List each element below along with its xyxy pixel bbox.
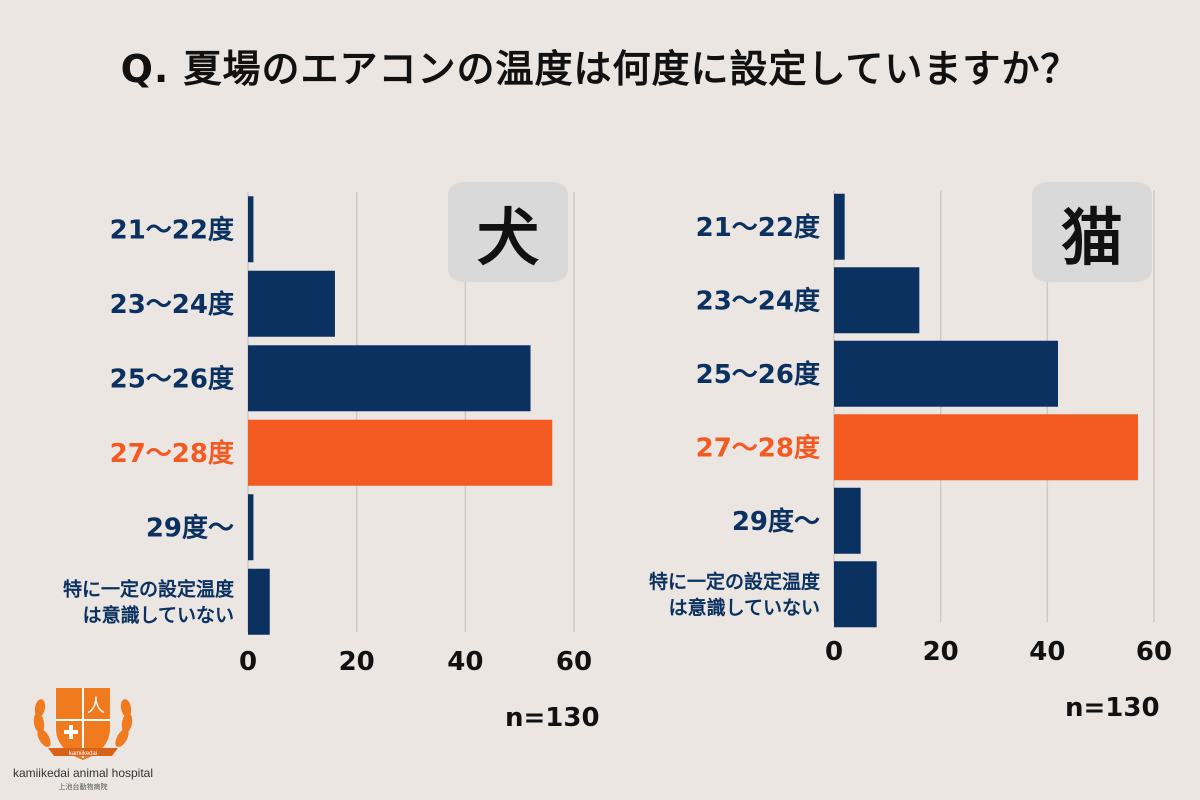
bar (248, 270, 335, 337)
bar (834, 193, 845, 260)
hospital-logo: 人 kamiikedai kamiikedai animal hospital … (8, 678, 158, 796)
sample-size-label-cat: n=130 (1065, 693, 1160, 723)
x-tick-label: 0 (239, 647, 257, 677)
category-label: 29度〜 (146, 512, 234, 543)
cat-badge: 猫 (1032, 182, 1152, 282)
bar (834, 414, 1138, 481)
bar (248, 494, 254, 561)
bar (248, 568, 270, 635)
category-label: は意識していない (83, 603, 234, 626)
category-label: 23〜24度 (696, 285, 820, 316)
logo-initials: 人 (87, 696, 105, 717)
category-label: 27〜28度 (110, 438, 234, 469)
cat-panel: 21〜22度 23〜24度 25〜26度 27〜28度 29度〜特に一定の設定温度は意識… (649, 190, 1172, 667)
page-title: Q. 夏場のエアコンの温度は何度に設定していますか？ (120, 47, 1080, 91)
x-tick-label: 40 (1029, 637, 1065, 667)
category-label: 23〜24度 (110, 289, 234, 320)
sample-size-label-dog: n=130 (505, 703, 600, 733)
hospital-name: kamiikedai animal hospital (12, 766, 154, 780)
bar (248, 419, 553, 486)
x-tick-label: 0 (825, 637, 843, 667)
x-tick-label: 60 (1136, 637, 1172, 667)
hospital-name-ja: 上池台動物病院 (58, 783, 108, 791)
bar (834, 487, 861, 554)
category-label: 特に一定の設定温度 (63, 577, 235, 600)
x-tick-label: 60 (556, 647, 592, 677)
logo-ribbon-text: kamiikedai (69, 751, 97, 757)
x-tick-label: 20 (339, 647, 375, 677)
category-label: 29度〜 (732, 506, 820, 537)
hospital-emblem-icon: 人 kamiikedai (33, 688, 133, 760)
x-tick-label: 40 (447, 647, 483, 677)
category-label: 25〜26度 (696, 359, 820, 390)
category-label: 27〜28度 (696, 432, 820, 463)
bar (834, 340, 1058, 407)
category-label: 25〜26度 (110, 363, 234, 394)
bar (248, 196, 254, 263)
category-label: 21〜22度 (696, 212, 820, 243)
bar (834, 267, 920, 334)
bar (248, 345, 531, 412)
dog-badge: 犬 (448, 182, 568, 282)
bar (834, 561, 877, 628)
x-tick-label: 20 (923, 637, 959, 667)
category-label: 特に一定の設定温度 (649, 570, 821, 593)
category-label: 21〜22度 (110, 214, 234, 245)
category-label: は意識していない (669, 596, 820, 619)
